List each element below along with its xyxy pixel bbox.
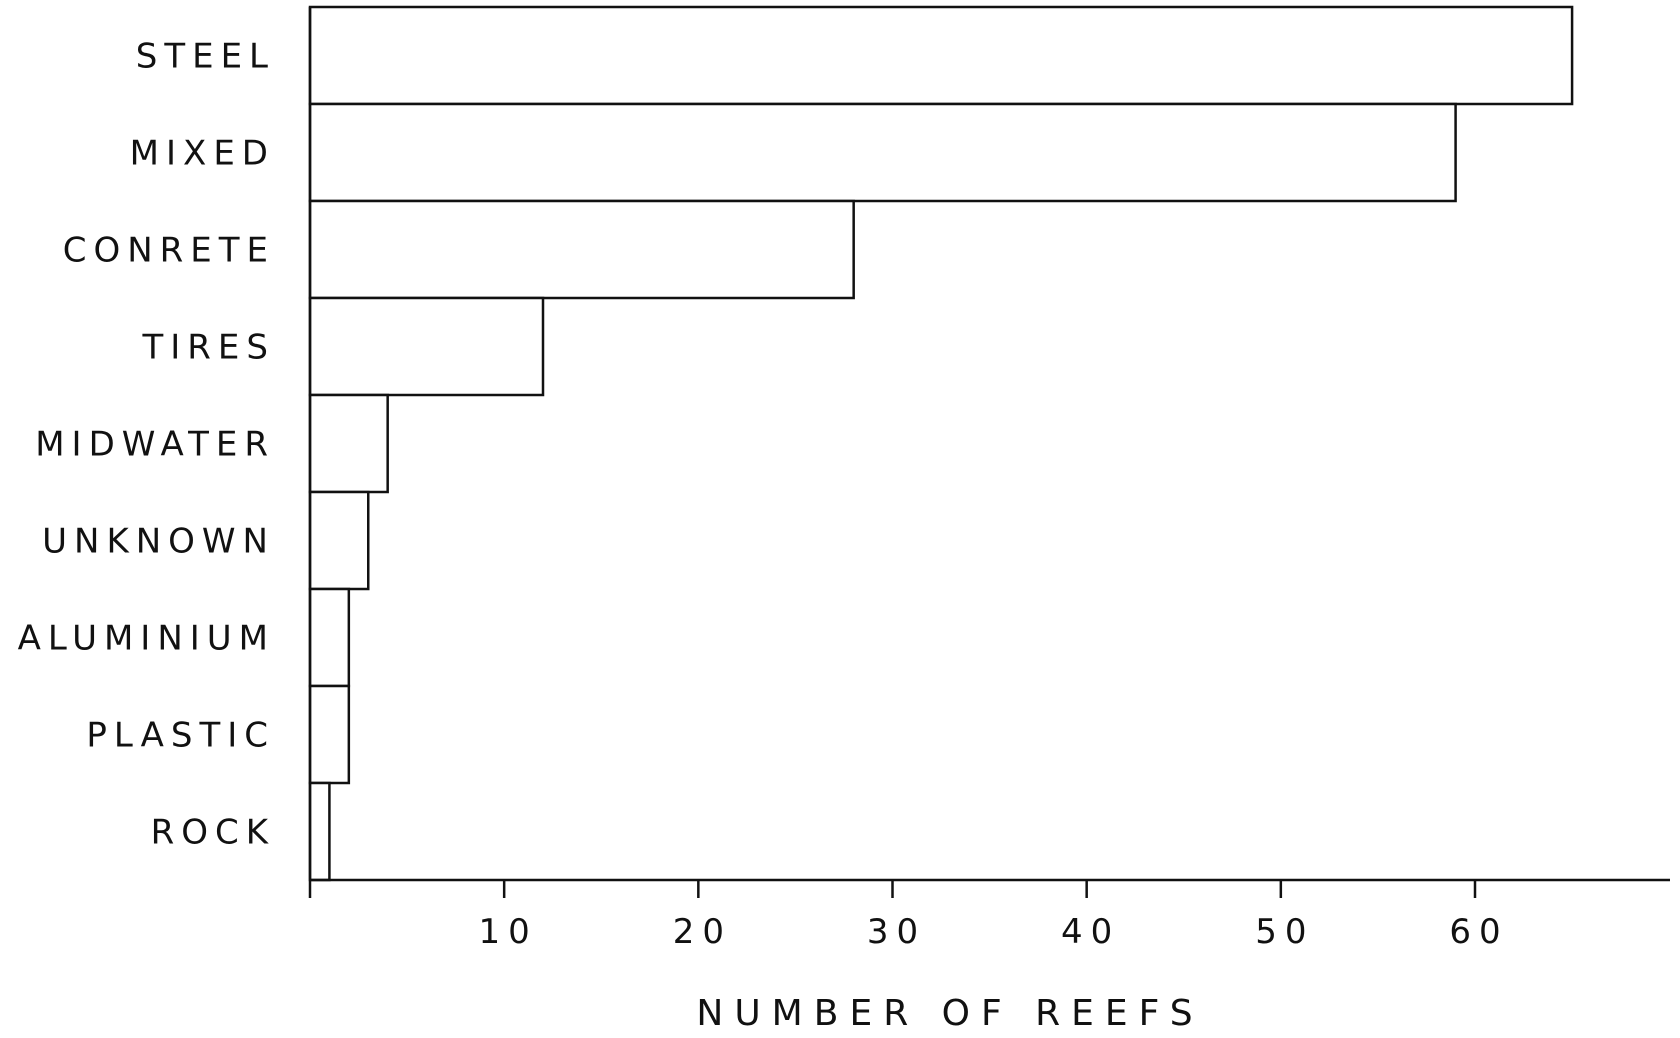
bar-mixed bbox=[308, 102, 1457, 203]
x-ticks: 10 20 30 40 50 60 bbox=[479, 880, 1508, 952]
category-label-mixed: MIXED bbox=[130, 134, 275, 174]
x-axis-title: NUMBER OF REEFS bbox=[696, 993, 1203, 1034]
category-labels: STEEL MIXED CONRETE TIRES MIDWATER UNKNOWN ALU… bbox=[18, 37, 275, 853]
category-label-conrete: CONRETE bbox=[63, 231, 275, 271]
category-label-rock: ROCK bbox=[151, 813, 275, 853]
bar-rock bbox=[308, 781, 331, 882]
bar-conrete bbox=[308, 199, 855, 300]
bars-group bbox=[308, 5, 1574, 898]
x-tick-label-50: 50 bbox=[1255, 912, 1314, 952]
x-tick-label-40: 40 bbox=[1061, 912, 1120, 952]
x-tick-label-20: 20 bbox=[673, 912, 732, 952]
bar-plastic bbox=[308, 684, 351, 785]
x-tick-label-30: 30 bbox=[867, 912, 926, 952]
bar-tires bbox=[308, 296, 545, 397]
bar-unknown bbox=[308, 490, 370, 591]
category-label-tires: TIRES bbox=[142, 328, 275, 368]
category-label-aluminium: ALUMINIUM bbox=[18, 619, 275, 659]
bar-steel bbox=[308, 5, 1574, 106]
category-label-steel: STEEL bbox=[136, 37, 275, 77]
x-tick-label-10: 10 bbox=[479, 912, 538, 952]
bar-midwater bbox=[308, 393, 389, 494]
bar-aluminium bbox=[308, 587, 351, 688]
category-label-unknown: UNKNOWN bbox=[42, 522, 275, 562]
x-tick-label-60: 60 bbox=[1449, 912, 1508, 952]
category-label-plastic: PLASTIC bbox=[86, 716, 275, 756]
category-label-midwater: MIDWATER bbox=[35, 425, 275, 465]
